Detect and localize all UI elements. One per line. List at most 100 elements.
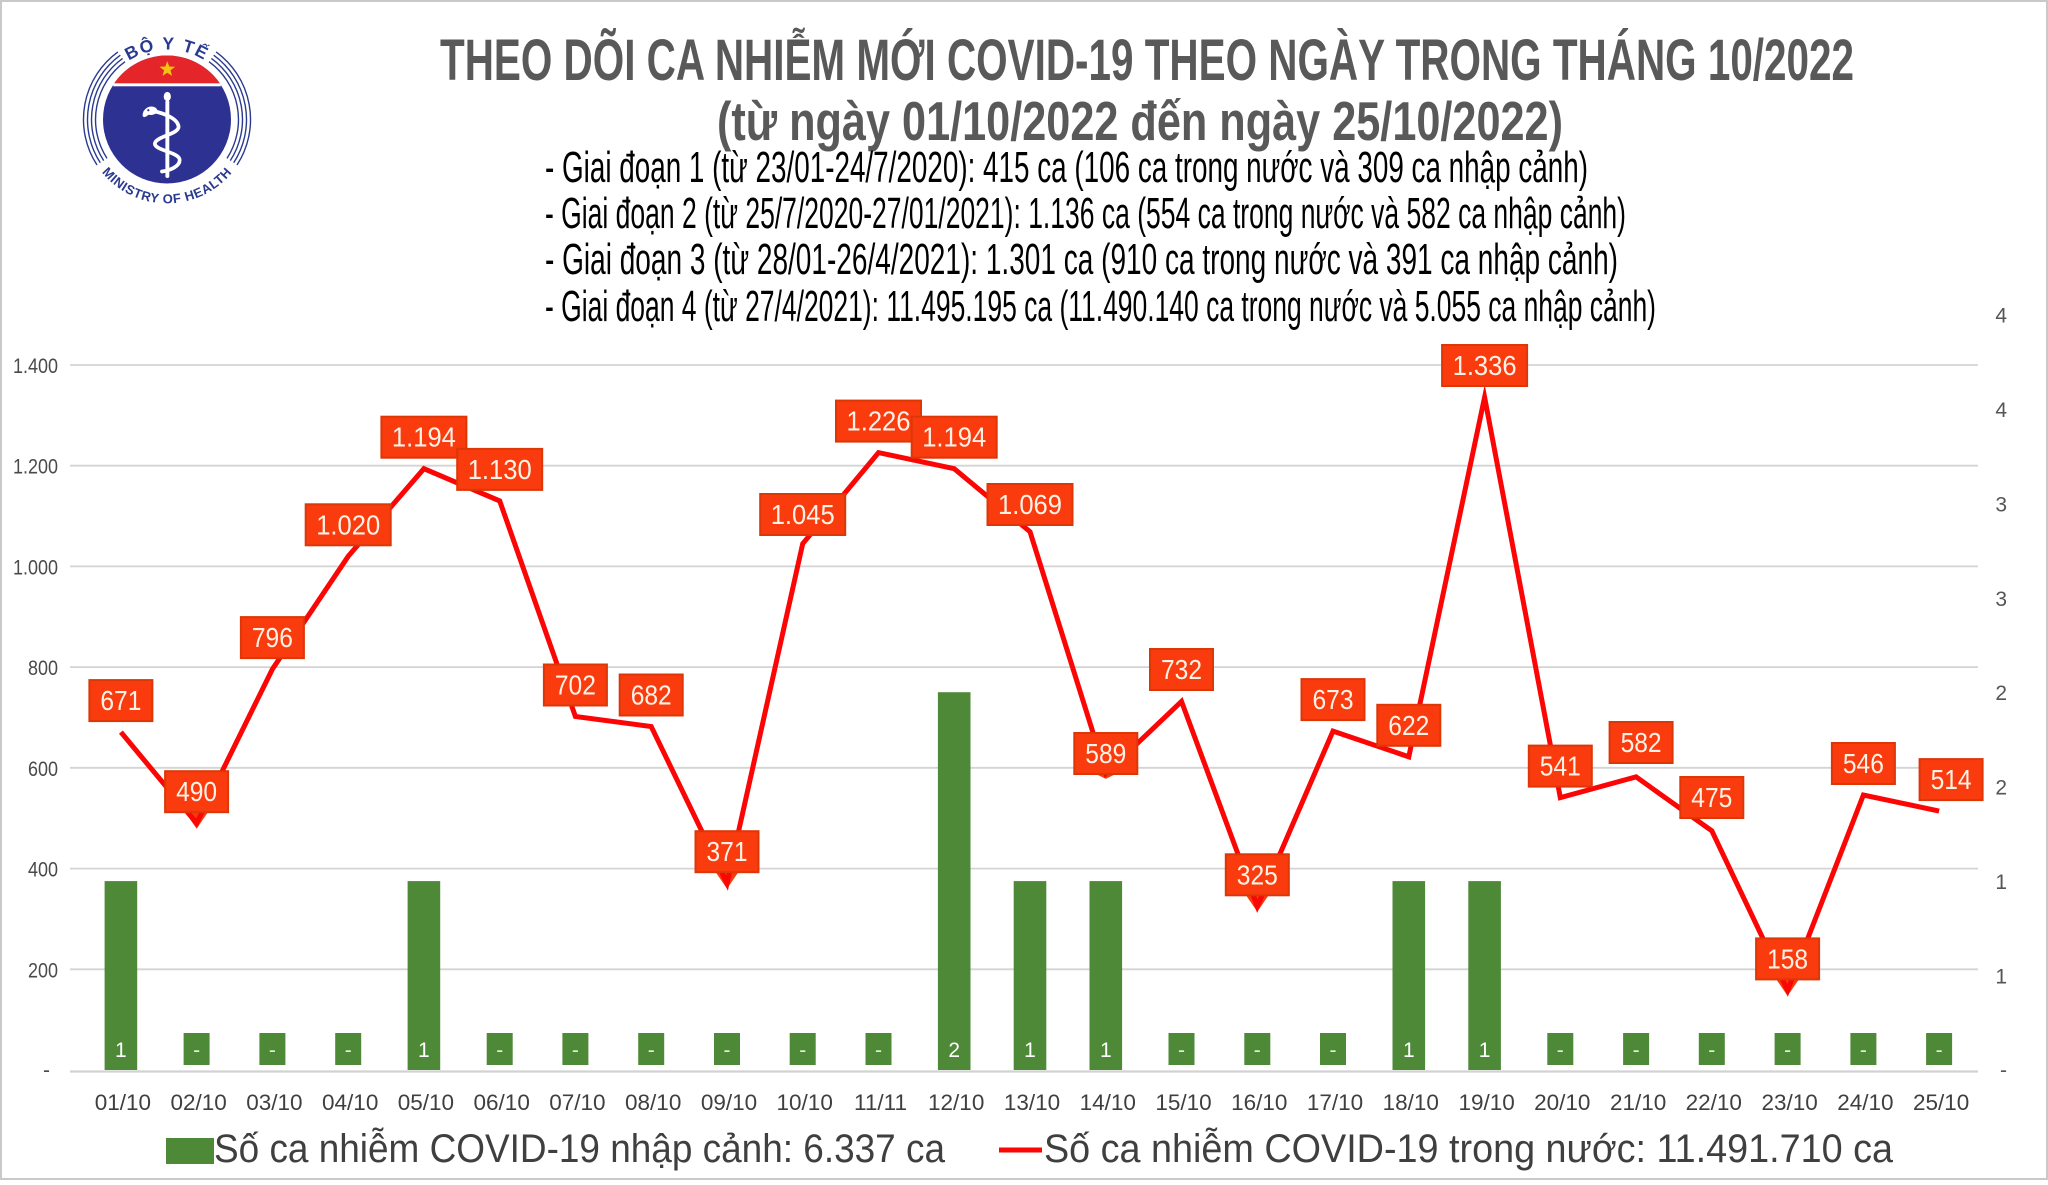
svg-text:582: 582 <box>1621 727 1662 758</box>
svg-text:15/10: 15/10 <box>1155 1090 1211 1115</box>
svg-text:-: - <box>2000 1059 2007 1082</box>
svg-text:1.069: 1.069 <box>998 489 1062 520</box>
svg-text:1: 1 <box>1024 1039 1036 1062</box>
svg-text:07/10: 07/10 <box>549 1090 605 1115</box>
svg-text:589: 589 <box>1085 738 1126 769</box>
svg-text:10/10: 10/10 <box>777 1090 833 1115</box>
svg-text:19/10: 19/10 <box>1458 1090 1514 1115</box>
svg-text:1.000: 1.000 <box>13 556 58 579</box>
svg-text:1: 1 <box>115 1039 127 1062</box>
svg-text:400: 400 <box>28 859 58 882</box>
svg-text:546: 546 <box>1843 748 1884 779</box>
svg-text:09/10: 09/10 <box>701 1090 757 1115</box>
svg-text:3: 3 <box>1995 588 2007 611</box>
svg-text:- Giai đoạn 3 (từ 28/01-26/4/2: - Giai đoạn 3 (từ 28/01-26/4/2021): 1.30… <box>545 235 1618 284</box>
svg-text:12/10: 12/10 <box>928 1090 984 1115</box>
svg-text:25/10: 25/10 <box>1913 1090 1969 1115</box>
svg-text:1: 1 <box>418 1039 430 1062</box>
svg-text:17/10: 17/10 <box>1307 1090 1363 1115</box>
svg-text:541: 541 <box>1540 751 1581 782</box>
svg-text:-: - <box>1708 1039 1715 1062</box>
svg-text:05/10: 05/10 <box>398 1090 454 1115</box>
svg-text:- Giai đoạn 2 (từ 25/7/2020-27: - Giai đoạn 2 (từ 25/7/2020-27/01/2021):… <box>545 189 1626 238</box>
svg-text:01/10: 01/10 <box>95 1090 151 1115</box>
svg-text:-: - <box>1330 1039 1337 1062</box>
svg-text:1.194: 1.194 <box>392 422 456 453</box>
svg-text:1.020: 1.020 <box>316 509 380 540</box>
svg-text:475: 475 <box>1691 782 1732 813</box>
svg-text:-: - <box>799 1039 806 1062</box>
svg-text:(từ ngày 01/10/2022 đến ngày 2: (từ ngày 01/10/2022 đến ngày 25/10/2022) <box>717 90 1563 152</box>
svg-text:1.226: 1.226 <box>847 406 911 437</box>
svg-text:06/10: 06/10 <box>474 1090 530 1115</box>
svg-text:24/10: 24/10 <box>1837 1090 1893 1115</box>
svg-text:-: - <box>345 1039 352 1062</box>
svg-text:Số ca nhiễm COVID-19 trong nướ: Số ca nhiễm COVID-19 trong nước: 11.491.… <box>1044 1126 1894 1171</box>
svg-text:08/10: 08/10 <box>625 1090 681 1115</box>
svg-text:1: 1 <box>1403 1039 1415 1062</box>
svg-text:04/10: 04/10 <box>322 1090 378 1115</box>
svg-text:- Giai đoạn 1 (từ 23/01-24/7/2: - Giai đoạn 1 (từ 23/01-24/7/2020): 415 … <box>545 143 1588 192</box>
svg-text:02/10: 02/10 <box>170 1090 226 1115</box>
svg-text:4: 4 <box>1995 304 2007 327</box>
svg-text:13/10: 13/10 <box>1004 1090 1060 1115</box>
svg-text:-: - <box>1178 1039 1185 1062</box>
svg-text:-: - <box>496 1039 503 1062</box>
svg-text:-: - <box>193 1039 200 1062</box>
svg-text:16/10: 16/10 <box>1231 1090 1287 1115</box>
svg-text:2: 2 <box>1995 682 2007 705</box>
svg-text:3: 3 <box>1995 493 2007 516</box>
svg-text:14/10: 14/10 <box>1080 1090 1136 1115</box>
svg-text:-: - <box>1254 1039 1261 1062</box>
svg-text:800: 800 <box>28 657 58 680</box>
svg-text:1: 1 <box>1100 1039 1112 1062</box>
svg-text:Số ca nhiễm COVID-19 nhập cảnh: Số ca nhiễm COVID-19 nhập cảnh: 6.337 ca <box>214 1126 946 1171</box>
svg-text:-: - <box>1784 1039 1791 1062</box>
svg-text:1.130: 1.130 <box>468 454 532 485</box>
svg-text:-: - <box>875 1039 882 1062</box>
svg-text:-: - <box>572 1039 579 1062</box>
svg-text:796: 796 <box>252 622 293 653</box>
svg-text:2: 2 <box>948 1039 960 1062</box>
svg-text:-: - <box>724 1039 731 1062</box>
svg-text:1.194: 1.194 <box>922 422 986 453</box>
svg-text:4: 4 <box>1995 399 2007 422</box>
svg-text:-: - <box>269 1039 276 1062</box>
svg-text:1.200: 1.200 <box>13 456 58 479</box>
svg-text:-: - <box>43 1059 50 1082</box>
svg-text:490: 490 <box>176 776 217 807</box>
svg-text:-: - <box>648 1039 655 1062</box>
svg-text:673: 673 <box>1313 684 1354 715</box>
svg-text:11/11: 11/11 <box>854 1090 907 1115</box>
svg-text:325: 325 <box>1237 859 1278 890</box>
svg-text:622: 622 <box>1388 710 1429 741</box>
svg-text:702: 702 <box>555 670 596 701</box>
svg-text:158: 158 <box>1767 943 1808 974</box>
svg-text:03/10: 03/10 <box>246 1090 302 1115</box>
svg-text:371: 371 <box>707 836 748 867</box>
svg-text:1.400: 1.400 <box>13 355 58 378</box>
svg-text:THEO DÕI CA NHIỄM MỚI COVID-19: THEO DÕI CA NHIỄM MỚI COVID-19 THEO NGÀY… <box>440 28 1854 93</box>
svg-text:1.336: 1.336 <box>1453 350 1517 381</box>
svg-text:-: - <box>1557 1039 1564 1062</box>
svg-text:682: 682 <box>631 680 672 711</box>
svg-text:23/10: 23/10 <box>1761 1090 1817 1115</box>
svg-text:732: 732 <box>1161 654 1202 685</box>
svg-text:514: 514 <box>1931 764 1972 795</box>
svg-text:-: - <box>1633 1039 1640 1062</box>
svg-text:18/10: 18/10 <box>1383 1090 1439 1115</box>
svg-text:20/10: 20/10 <box>1534 1090 1590 1115</box>
svg-text:200: 200 <box>28 959 58 982</box>
svg-text:1: 1 <box>1479 1039 1491 1062</box>
svg-text:-: - <box>1860 1039 1867 1062</box>
svg-text:22/10: 22/10 <box>1686 1090 1742 1115</box>
svg-text:21/10: 21/10 <box>1610 1090 1666 1115</box>
svg-text:2: 2 <box>1995 777 2007 800</box>
svg-text:600: 600 <box>28 758 58 781</box>
svg-text:671: 671 <box>100 685 141 716</box>
svg-text:1.045: 1.045 <box>771 499 835 530</box>
svg-text:-: - <box>1936 1039 1943 1062</box>
svg-text:- Giai đoạn 4 (từ 27/4/2021):: - Giai đoạn 4 (từ 27/4/2021): 11.495.195… <box>545 282 1656 331</box>
svg-text:1: 1 <box>1995 871 2007 894</box>
svg-text:1: 1 <box>1995 966 2007 989</box>
